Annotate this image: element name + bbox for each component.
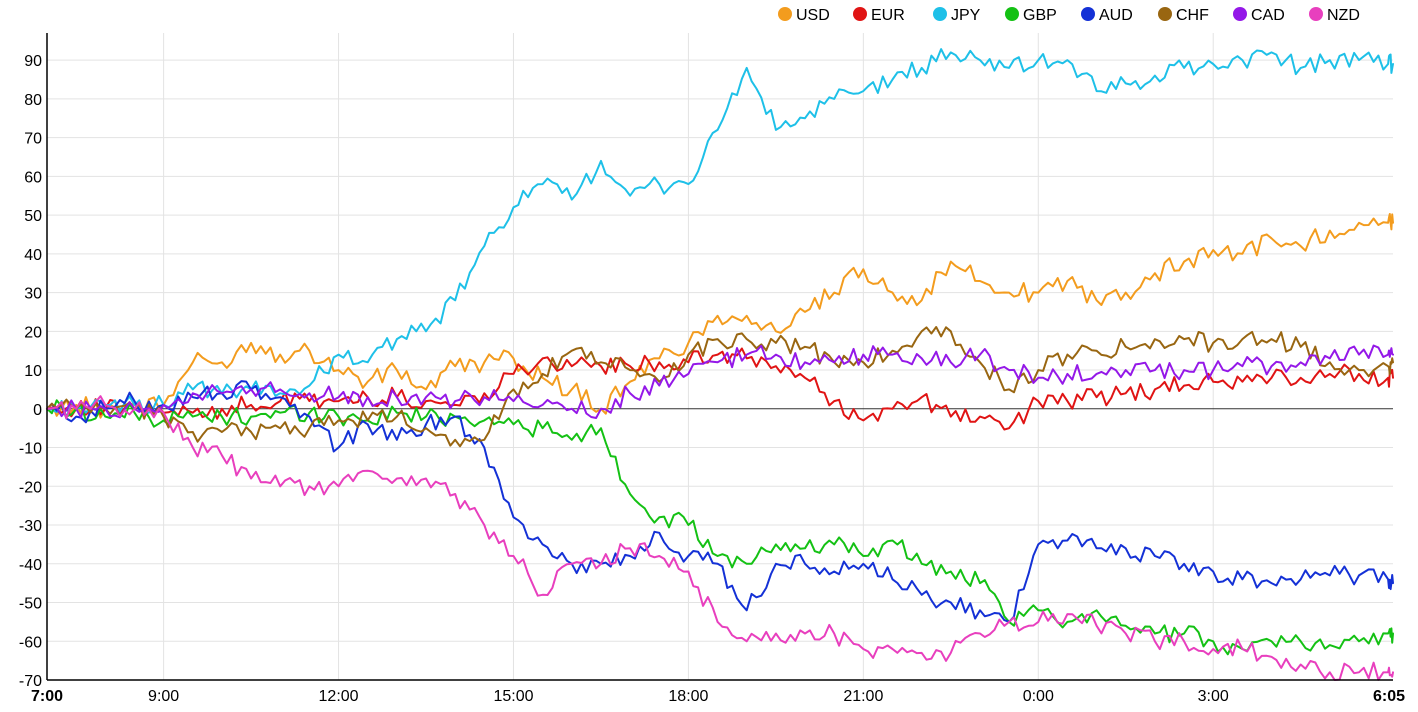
y-tick-label: 70 (24, 131, 42, 148)
series-line-eur (46, 347, 1394, 431)
x-tick-label: 21:00 (843, 688, 883, 705)
y-axis-ticks: 90 80 70 60 50 40 30 20 10 0 -10 -20 -30 -40 -50 -60 -70 (19, 53, 42, 690)
y-tick-label: -20 (19, 479, 42, 496)
legend-label: CAD (1251, 7, 1285, 24)
x-tick-label: 0:00 (1023, 688, 1054, 705)
x-tick-label: 15:00 (493, 688, 533, 705)
y-tick-label: -50 (19, 596, 42, 613)
series-line-usd (46, 213, 1394, 419)
y-tick-label: 90 (24, 53, 42, 70)
legend-swatch (1081, 7, 1095, 21)
x-tick-label: 7:00 (31, 688, 63, 705)
legend-item-aud: AUD (1081, 7, 1133, 24)
y-tick-label: -40 (19, 557, 42, 574)
legend-label: CHF (1176, 7, 1209, 24)
grid (47, 33, 1393, 681)
legend-label: USD (796, 7, 830, 24)
legend-item-cad: CAD (1233, 7, 1285, 24)
x-tick-label: 12:00 (319, 688, 359, 705)
series-line-chf (46, 326, 1394, 448)
legend-label: GBP (1023, 7, 1057, 24)
legend-swatch (1309, 7, 1323, 21)
x-tick-label: 3:00 (1198, 688, 1229, 705)
legend-label: NZD (1327, 7, 1360, 24)
axes (46, 33, 1393, 681)
y-tick-label: 40 (24, 247, 42, 264)
series-line-jpy (46, 48, 1394, 419)
x-tick-label: 9:00 (148, 688, 179, 705)
legend-swatch (933, 7, 947, 21)
series-line-aud (46, 380, 1394, 623)
legend-item-chf: CHF (1158, 7, 1209, 24)
y-tick-label: 20 (24, 324, 42, 341)
y-tick-label: -60 (19, 634, 42, 651)
legend-swatch (1233, 7, 1247, 21)
legend-item-gbp: GBP (1005, 7, 1057, 24)
x-axis-ticks: 7:00 9:00 12:00 15:00 18:00 21:00 0:00 3:00 6:05 (31, 688, 1405, 705)
y-tick-label: -70 (19, 673, 42, 690)
legend-item-usd: USD (778, 7, 830, 24)
legend-item-jpy: JPY (933, 7, 981, 24)
legend-swatch (1005, 7, 1019, 21)
legend-item-eur: EUR (853, 7, 905, 24)
legend-swatch (1158, 7, 1172, 21)
series-line-nzd (46, 395, 1394, 681)
y-tick-label: 60 (24, 169, 42, 186)
x-tick-label: 18:00 (668, 688, 708, 705)
legend-label: AUD (1099, 7, 1133, 24)
x-tick-label: 6:05 (1373, 688, 1405, 705)
legend: USD EUR JPY GBP AUD CHF CAD NZD (778, 7, 1360, 24)
legend-swatch (778, 7, 792, 21)
series-lines (46, 48, 1394, 681)
legend-item-nzd: NZD (1309, 7, 1360, 24)
y-tick-label: 10 (24, 363, 42, 380)
legend-label: JPY (951, 7, 981, 24)
legend-swatch (853, 7, 867, 21)
y-tick-label: -30 (19, 518, 42, 535)
y-tick-label: 80 (24, 92, 42, 109)
y-tick-label: 50 (24, 208, 42, 225)
legend-label: EUR (871, 7, 905, 24)
series-line-cad (46, 344, 1394, 419)
series-line-gbp (46, 399, 1394, 656)
y-tick-label: 0 (33, 402, 42, 419)
y-tick-label: 30 (24, 286, 42, 303)
y-tick-label: -10 (19, 441, 42, 458)
